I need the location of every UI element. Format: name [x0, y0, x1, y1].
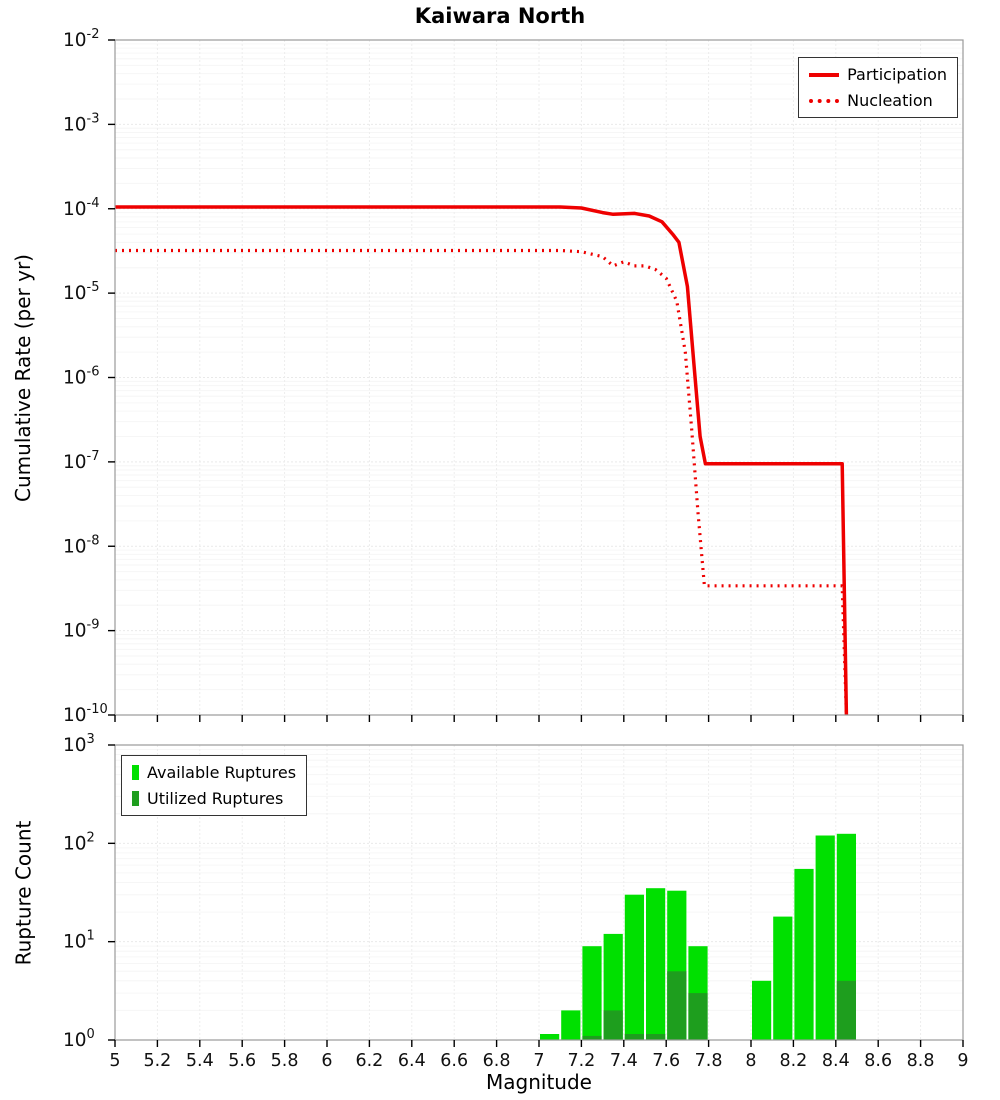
x-tick-label: 7.2	[567, 1051, 595, 1071]
x-tick-label: 6.2	[355, 1051, 383, 1071]
nucleation-line-sample	[809, 98, 840, 103]
legend-item-nucleation: Nucleation	[809, 91, 947, 110]
y-tick-label: 10-4	[63, 196, 100, 220]
y-tick-label: 10-6	[63, 365, 100, 389]
available-ruptures-bar	[561, 1010, 581, 1040]
utilized-ruptures-bar	[603, 1010, 623, 1040]
x-tick-label: 5.4	[186, 1051, 214, 1071]
participation-legend-label: Participation	[847, 65, 947, 84]
y-tick-label: 10-10	[63, 702, 108, 726]
x-tick-label: 8	[745, 1051, 756, 1071]
count-y-axis-label-text: Rupture Count	[11, 820, 36, 965]
y-tick-label: 102	[63, 830, 95, 854]
x-tick-label: 8.2	[779, 1051, 807, 1071]
y-tick-label: 10-9	[63, 618, 100, 642]
participation-line-sample	[809, 72, 840, 77]
legend-item-available-ruptures: Available Ruptures	[132, 763, 296, 782]
chart-title: Kaiwara North	[414, 4, 586, 28]
x-tick-label: 7.4	[610, 1051, 638, 1071]
y-tick-label: 10-5	[63, 280, 100, 304]
y-tick-label: 100	[63, 1027, 95, 1051]
x-tick-label: 5.8	[271, 1051, 299, 1071]
available-ruptures-bar	[815, 835, 835, 1040]
x-tick-label: 5.2	[143, 1051, 171, 1071]
available-ruptures-bar	[624, 894, 644, 1040]
available-ruptures-legend-label: Available Ruptures	[147, 763, 297, 782]
x-tick-label: 8.8	[907, 1051, 935, 1071]
available-ruptures-bar	[752, 980, 772, 1040]
count-legend: Available Ruptures Utilized Ruptures	[121, 755, 308, 816]
utilized-ruptures-bar	[836, 980, 856, 1040]
y-tick-label: 101	[63, 929, 95, 953]
available-ruptures-bar	[646, 888, 666, 1040]
y-tick-label: 10-7	[63, 449, 100, 473]
available-ruptures-bar	[540, 1034, 560, 1040]
x-tick-label: 8.4	[822, 1051, 850, 1071]
count-y-axis-label: Rupture Count	[0, 745, 46, 1040]
x-tick-label: 7.6	[652, 1051, 680, 1071]
utilized-ruptures-bar	[667, 971, 687, 1040]
x-axis-label: Magnitude	[486, 1070, 592, 1094]
legend-item-utilized-ruptures: Utilized Ruptures	[132, 789, 296, 808]
utilized-ruptures-bar	[646, 1034, 666, 1040]
x-tick-label: 6.8	[483, 1051, 511, 1071]
x-tick-label: 5	[109, 1051, 120, 1071]
x-tick-label: 6.4	[398, 1051, 426, 1071]
x-tick-label: 7.8	[695, 1051, 723, 1071]
y-tick-label: 10-3	[63, 111, 100, 135]
cumulative-rate-chart: 10-2 10-3 10-4 10-5 10-6 10-7 10-8 10-9 10-10	[63, 27, 964, 726]
rate-y-axis-label-text: Cumulative Rate (per yr)	[11, 253, 35, 502]
y-tick-label: 10-2	[63, 27, 100, 51]
y-tick-label: 10-8	[63, 533, 100, 557]
utilized-ruptures-bar	[582, 1035, 602, 1040]
nucleation-line	[115, 248, 848, 715]
legend-item-participation: Participation	[809, 65, 947, 84]
utilized-ruptures-bar	[688, 993, 708, 1040]
rate-y-axis-label: Cumulative Rate (per yr)	[0, 40, 46, 715]
utilized-ruptures-swatch	[132, 791, 139, 806]
utilized-ruptures-legend-label: Utilized Ruptures	[147, 789, 284, 808]
rate-legend: Participation Nucleation	[798, 57, 958, 118]
x-tick-label: 6	[321, 1051, 332, 1071]
utilized-ruptures-bar	[624, 1034, 644, 1040]
x-tick-label: 8.6	[864, 1051, 892, 1071]
x-tick-label: 6.6	[440, 1051, 468, 1071]
nucleation-legend-label: Nucleation	[847, 91, 933, 110]
available-ruptures-bar	[582, 946, 602, 1040]
x-tick-label: 9	[957, 1051, 968, 1071]
available-ruptures-bar	[773, 916, 793, 1040]
available-ruptures-swatch	[132, 765, 139, 780]
available-ruptures-bar	[794, 868, 814, 1040]
x-tick-label: 7	[533, 1051, 544, 1071]
y-tick-label: 103	[63, 732, 95, 756]
x-tick-label: 5.6	[228, 1051, 256, 1071]
participation-line	[115, 205, 849, 715]
